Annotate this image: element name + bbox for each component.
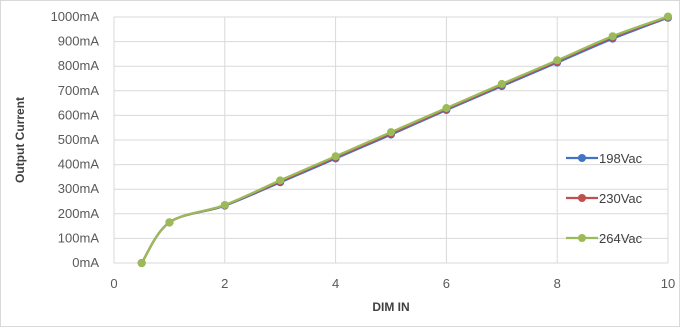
y-tick-label: 700mA	[58, 83, 100, 98]
y-tick-label: 400mA	[58, 157, 100, 172]
data-point	[165, 218, 174, 227]
data-point	[664, 12, 672, 21]
legend-item: 264Vac	[566, 231, 643, 246]
series-264Vac	[137, 12, 672, 267]
x-tick-label: 0	[110, 276, 117, 291]
legend: 198Vac 230Vac 264Vac	[566, 151, 643, 246]
x-tick-label: 8	[554, 276, 561, 291]
legend-marker	[578, 154, 586, 162]
data-point	[220, 200, 229, 209]
data-point	[608, 32, 617, 41]
gridlines	[113, 16, 669, 264]
x-tick-label: 2	[221, 276, 228, 291]
data-point	[137, 259, 146, 267]
x-tick-label: 4	[332, 276, 339, 291]
axis-ticks: 0mA100mA200mA300mA400mA500mA600mA700mA80…	[51, 9, 676, 291]
data-point	[331, 152, 340, 161]
y-axis-title: Output Current	[13, 97, 27, 183]
y-tick-label: 600mA	[58, 107, 100, 122]
x-tick-label: 10	[661, 276, 675, 291]
y-tick-label: 0mA	[72, 255, 99, 270]
legend-label: 230Vac	[599, 191, 643, 206]
x-tick-label: 6	[443, 276, 450, 291]
legend-label: 264Vac	[599, 231, 643, 246]
data-point	[442, 104, 451, 113]
x-axis-title: DIM IN	[372, 300, 409, 314]
data-point	[553, 56, 562, 65]
y-tick-label: 300mA	[58, 181, 100, 196]
legend-item: 198Vac	[566, 151, 643, 166]
legend-marker	[578, 194, 586, 202]
data-point	[276, 176, 285, 185]
series-layer	[137, 12, 672, 267]
legend-item: 230Vac	[566, 191, 643, 206]
legend-label: 198Vac	[599, 151, 643, 166]
y-tick-label: 800mA	[58, 58, 100, 73]
data-point	[497, 79, 506, 88]
y-tick-label: 500mA	[58, 132, 100, 147]
y-tick-label: 200mA	[58, 206, 100, 221]
y-tick-label: 100mA	[58, 230, 100, 245]
legend-marker	[578, 234, 586, 242]
y-tick-label: 1000mA	[51, 9, 100, 24]
y-tick-label: 900mA	[58, 34, 100, 49]
data-point	[387, 128, 395, 137]
